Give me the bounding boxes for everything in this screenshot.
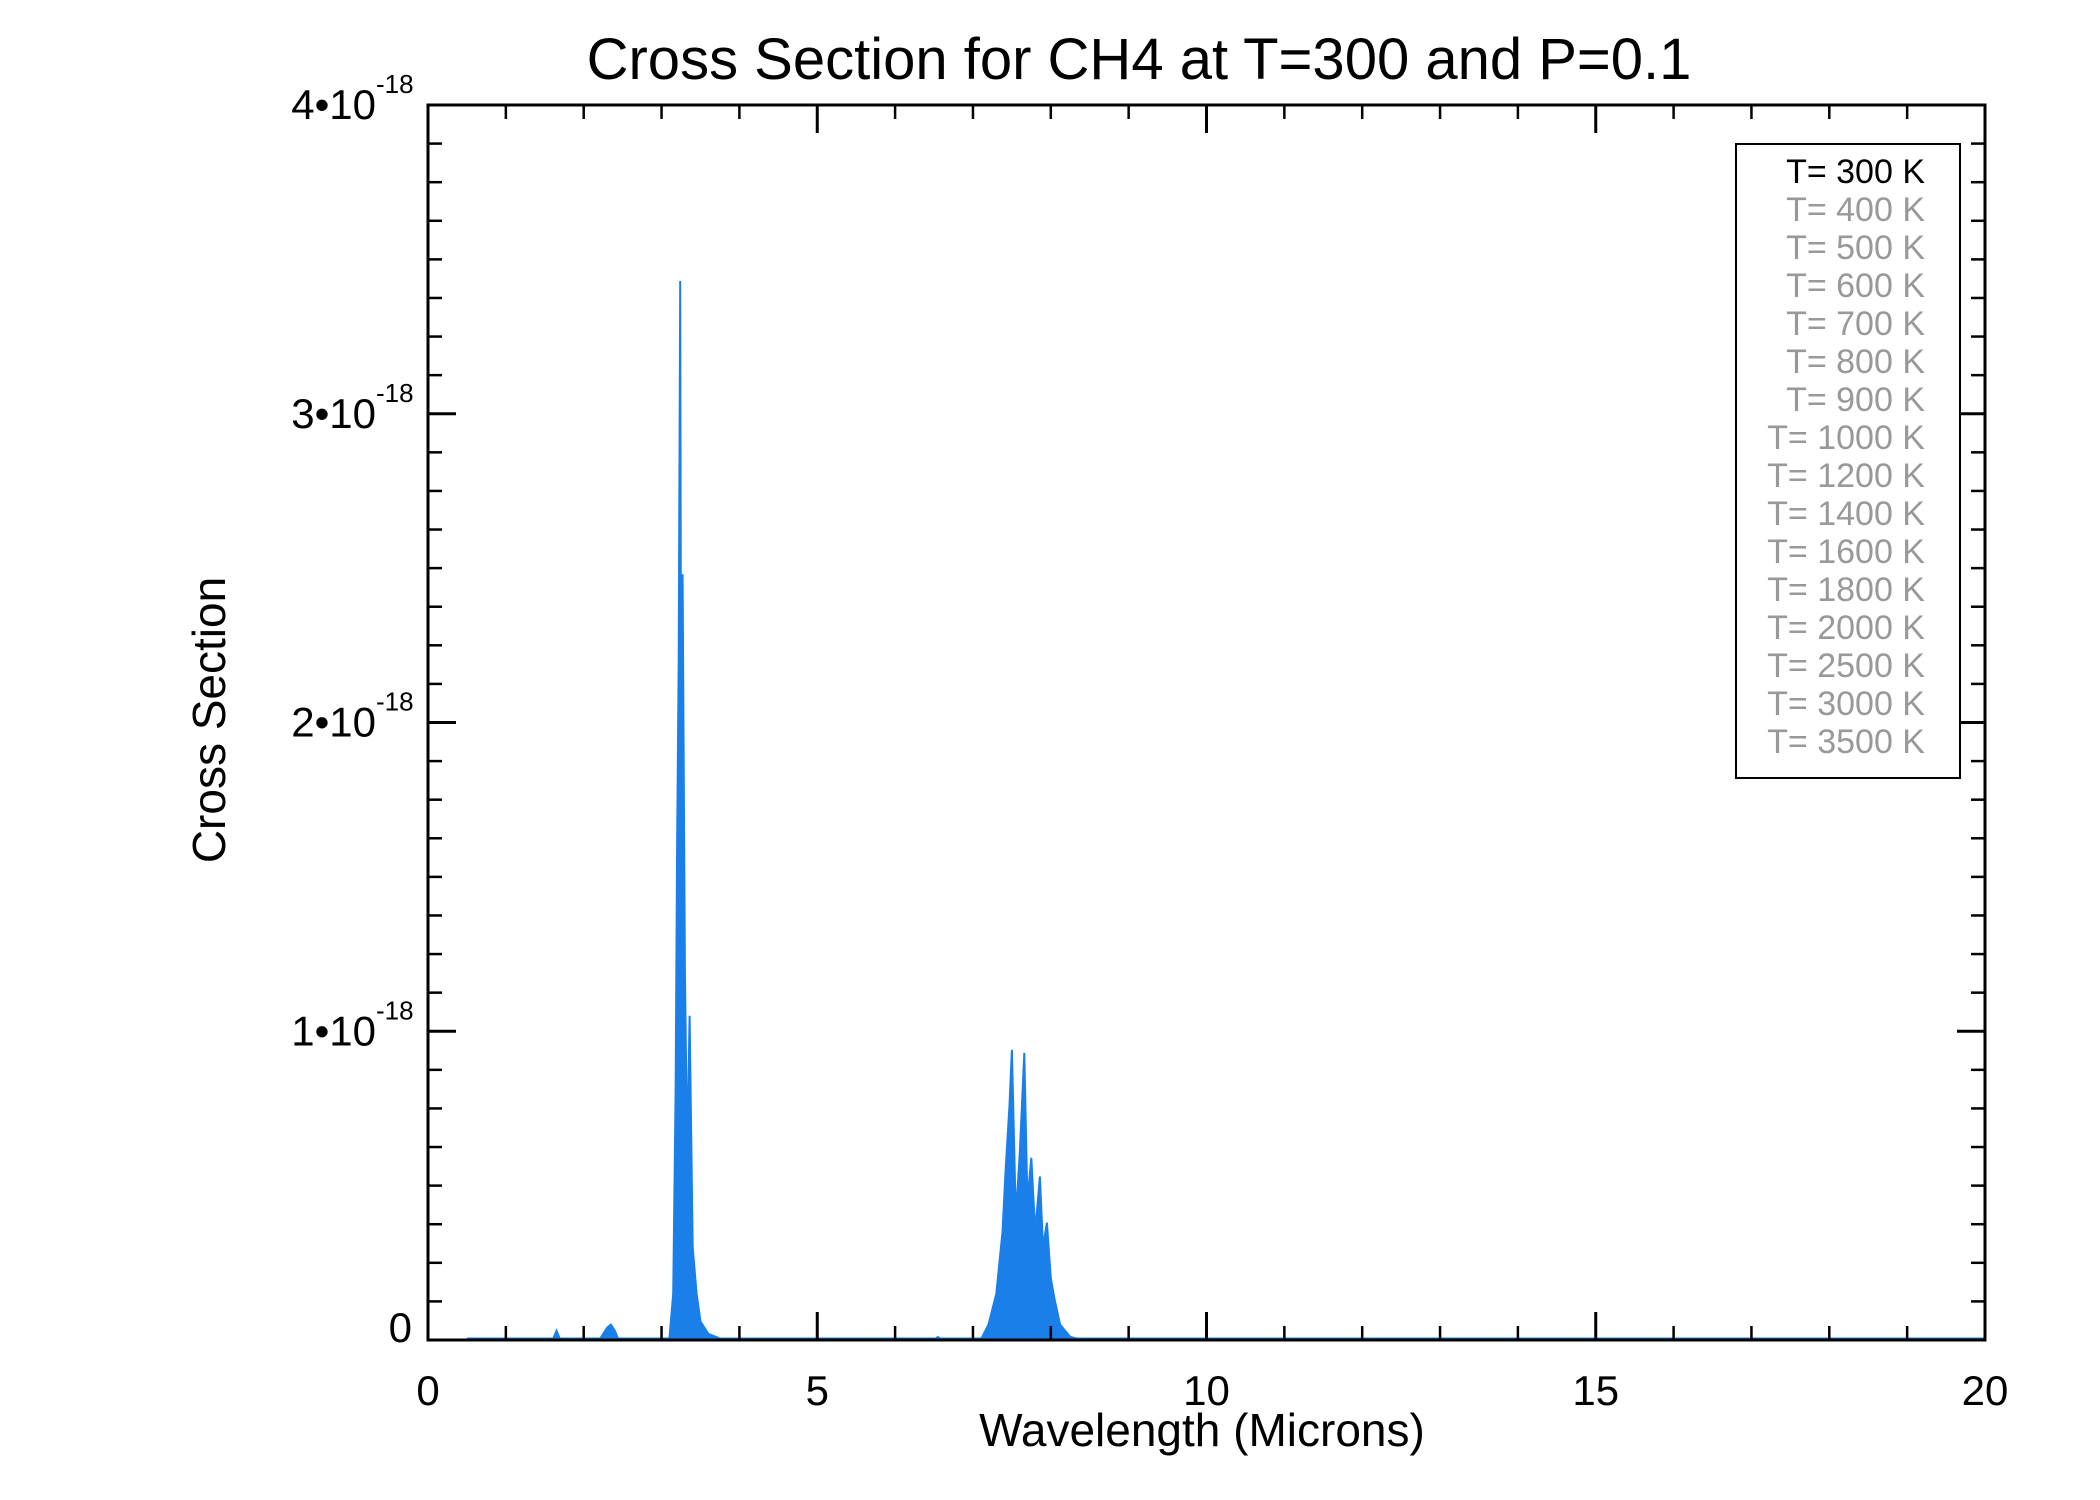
y-axis-label: Cross Section [183,577,235,863]
legend-entry-8: T= 1200 K [1767,457,1925,495]
y-tick-mantissa-4: 4•10 [291,81,376,128]
x-axis-label: Wavelength (Microns) [979,1404,1425,1456]
legend-entry-11: T= 1800 K [1767,571,1925,609]
legend-entry-4: T= 700 K [1786,305,1925,343]
legend-entry-15: T= 3500 K [1767,723,1925,761]
x-tick-label-4: 20 [1962,1367,2009,1414]
y-tick-label-2: 2•10 -18 [291,687,413,746]
legend-entry-10: T= 1600 K [1767,533,1925,571]
x-tick-label-0: 0 [416,1367,439,1414]
y-tick-mantissa-1: 1•10 [291,1007,376,1054]
x-tick-label-1: 5 [806,1367,829,1414]
legend-entry-2: T= 500 K [1786,229,1925,267]
legend-entry-13: T= 2500 K [1767,647,1925,685]
legend-entry-0: T= 300 K [1786,153,1925,191]
legend: T= 300 KT= 400 KT= 500 KT= 600 KT= 700 K… [1735,143,1961,779]
legend-entry-9: T= 1400 K [1767,495,1925,533]
y-tick-mantissa-2: 2•10 [291,699,376,746]
y-tick-mantissa-3: 3•10 [291,390,376,437]
legend-entry-3: T= 600 K [1786,267,1925,305]
y-tick-label-1: 1•10 -18 [291,995,413,1054]
legend-entry-12: T= 2000 K [1767,609,1925,647]
legend-entry-6: T= 900 K [1786,381,1925,419]
y-tick-exponent-2: -18 [376,687,414,717]
legend-entry-14: T= 3000 K [1767,685,1925,723]
y-tick-exponent-3: -18 [376,378,414,408]
legend-box [1735,143,1961,779]
x-tick-label-3: 15 [1572,1367,1619,1414]
y-tick-label-3: 3•10 -18 [291,378,413,437]
y-tick-label-4: 4•10 -18 [291,69,413,128]
chart-title: Cross Section for CH4 at T=300 and P=0.1 [587,27,1692,92]
y-tick-label-0: 0 [389,1304,412,1351]
y-tick-exponent-1: -18 [376,995,414,1025]
legend-entry-7: T= 1000 K [1767,419,1925,457]
y-tick-mantissa-0: 0 [389,1304,412,1351]
x-tick-label-2: 10 [1183,1367,1230,1414]
legend-entry-5: T= 800 K [1786,343,1925,381]
legend-entry-1: T= 400 K [1786,191,1925,229]
y-tick-exponent-4: -18 [376,69,414,99]
